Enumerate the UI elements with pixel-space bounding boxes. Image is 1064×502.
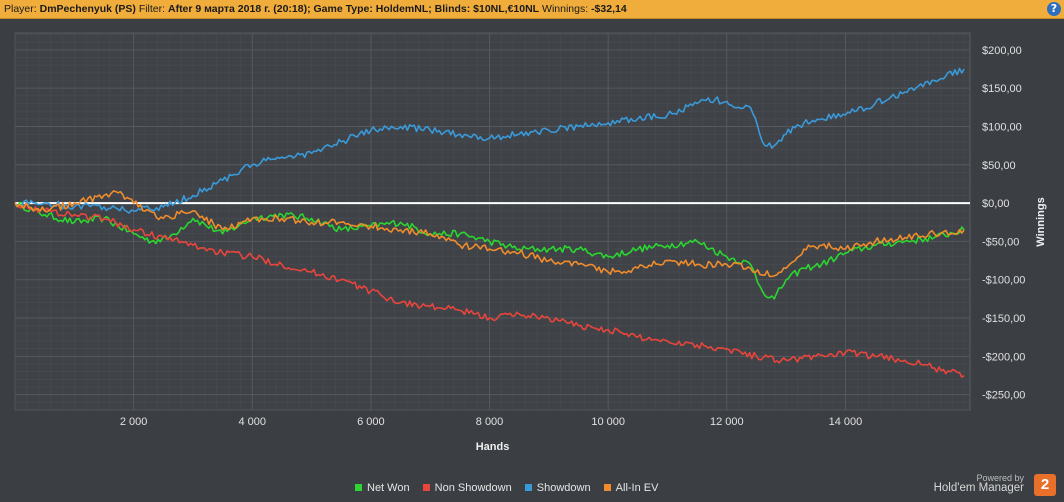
y-axis-title: Winnings <box>1035 197 1047 246</box>
legend-swatch-showdown <box>524 484 532 491</box>
branding-text: Powered by Hold'em Manager <box>933 473 1024 494</box>
legend-item-all-in-ev[interactable]: All-In EV <box>603 482 659 494</box>
series-line-all-in-ev <box>14 190 965 278</box>
hem2-logo-icon: 2 <box>1034 474 1056 496</box>
y-tick-label: $100,00 <box>982 121 1022 133</box>
legend-item-net-won[interactable]: Net Won <box>355 482 410 494</box>
winnings-label: Winnings: <box>542 3 589 15</box>
x-axis-title: Hands <box>476 441 510 453</box>
player-label: Player: <box>4 3 37 15</box>
legend-item-showdown[interactable]: Showdown <box>524 482 591 494</box>
y-tick-label: $200,00 <box>982 45 1022 57</box>
x-tick-label: 4 000 <box>239 416 267 428</box>
winnings-value: -$32,14 <box>591 3 627 15</box>
legend-label-showdown: Showdown <box>536 482 591 494</box>
x-tick-label: 14 000 <box>829 416 863 428</box>
filter-label: Filter: <box>138 3 166 15</box>
y-tick-label: $150,00 <box>982 83 1022 95</box>
legend-label-all-in-ev: All-In EV <box>615 482 659 494</box>
chart-legend: Net Won Non Showdown Showdown All-In EV <box>355 482 668 494</box>
legend-swatch-non-showdown <box>422 484 430 491</box>
legend-label-non-showdown: Non Showdown <box>434 482 512 494</box>
product-name: Hold'em Manager <box>933 482 1024 494</box>
powered-by-label: Powered by <box>976 473 1024 483</box>
y-tick-label: -$200,00 <box>982 351 1025 363</box>
legend-swatch-net-won <box>355 484 362 491</box>
series-line-non-showdown <box>14 202 965 378</box>
legend-item-non-showdown[interactable]: Non Showdown <box>422 482 512 494</box>
x-tick-label: 2 000 <box>120 416 148 428</box>
plot-area <box>14 32 971 411</box>
player-value: DmPechenyuk (PS) <box>39 3 136 15</box>
x-tick-label: 12 000 <box>710 416 744 428</box>
legend-swatch-all-in-ev <box>603 484 611 491</box>
help-icon[interactable]: ? <box>1047 2 1061 16</box>
y-tick-label: -$50,00 <box>982 236 1019 248</box>
filter-value: After 9 марта 2018 г. (20:18); Game Type… <box>167 3 540 15</box>
y-tick-label: -$150,00 <box>982 313 1025 325</box>
y-tick-label: $50,00 <box>982 160 1016 172</box>
y-tick-label: -$100,00 <box>982 275 1025 287</box>
y-tick-label: $0,00 <box>982 198 1010 210</box>
legend-label-net-won: Net Won <box>367 482 410 494</box>
filter-header-bar: Player: DmPechenyuk (PS) Filter: After 9… <box>0 0 1064 19</box>
x-tick-label: 8 000 <box>476 416 504 428</box>
x-tick-label: 6 000 <box>357 416 385 428</box>
series-line-showdown <box>14 67 965 214</box>
y-tick-label: -$250,00 <box>982 390 1025 402</box>
x-tick-label: 10 000 <box>591 416 625 428</box>
series-line-net-won <box>14 201 965 300</box>
